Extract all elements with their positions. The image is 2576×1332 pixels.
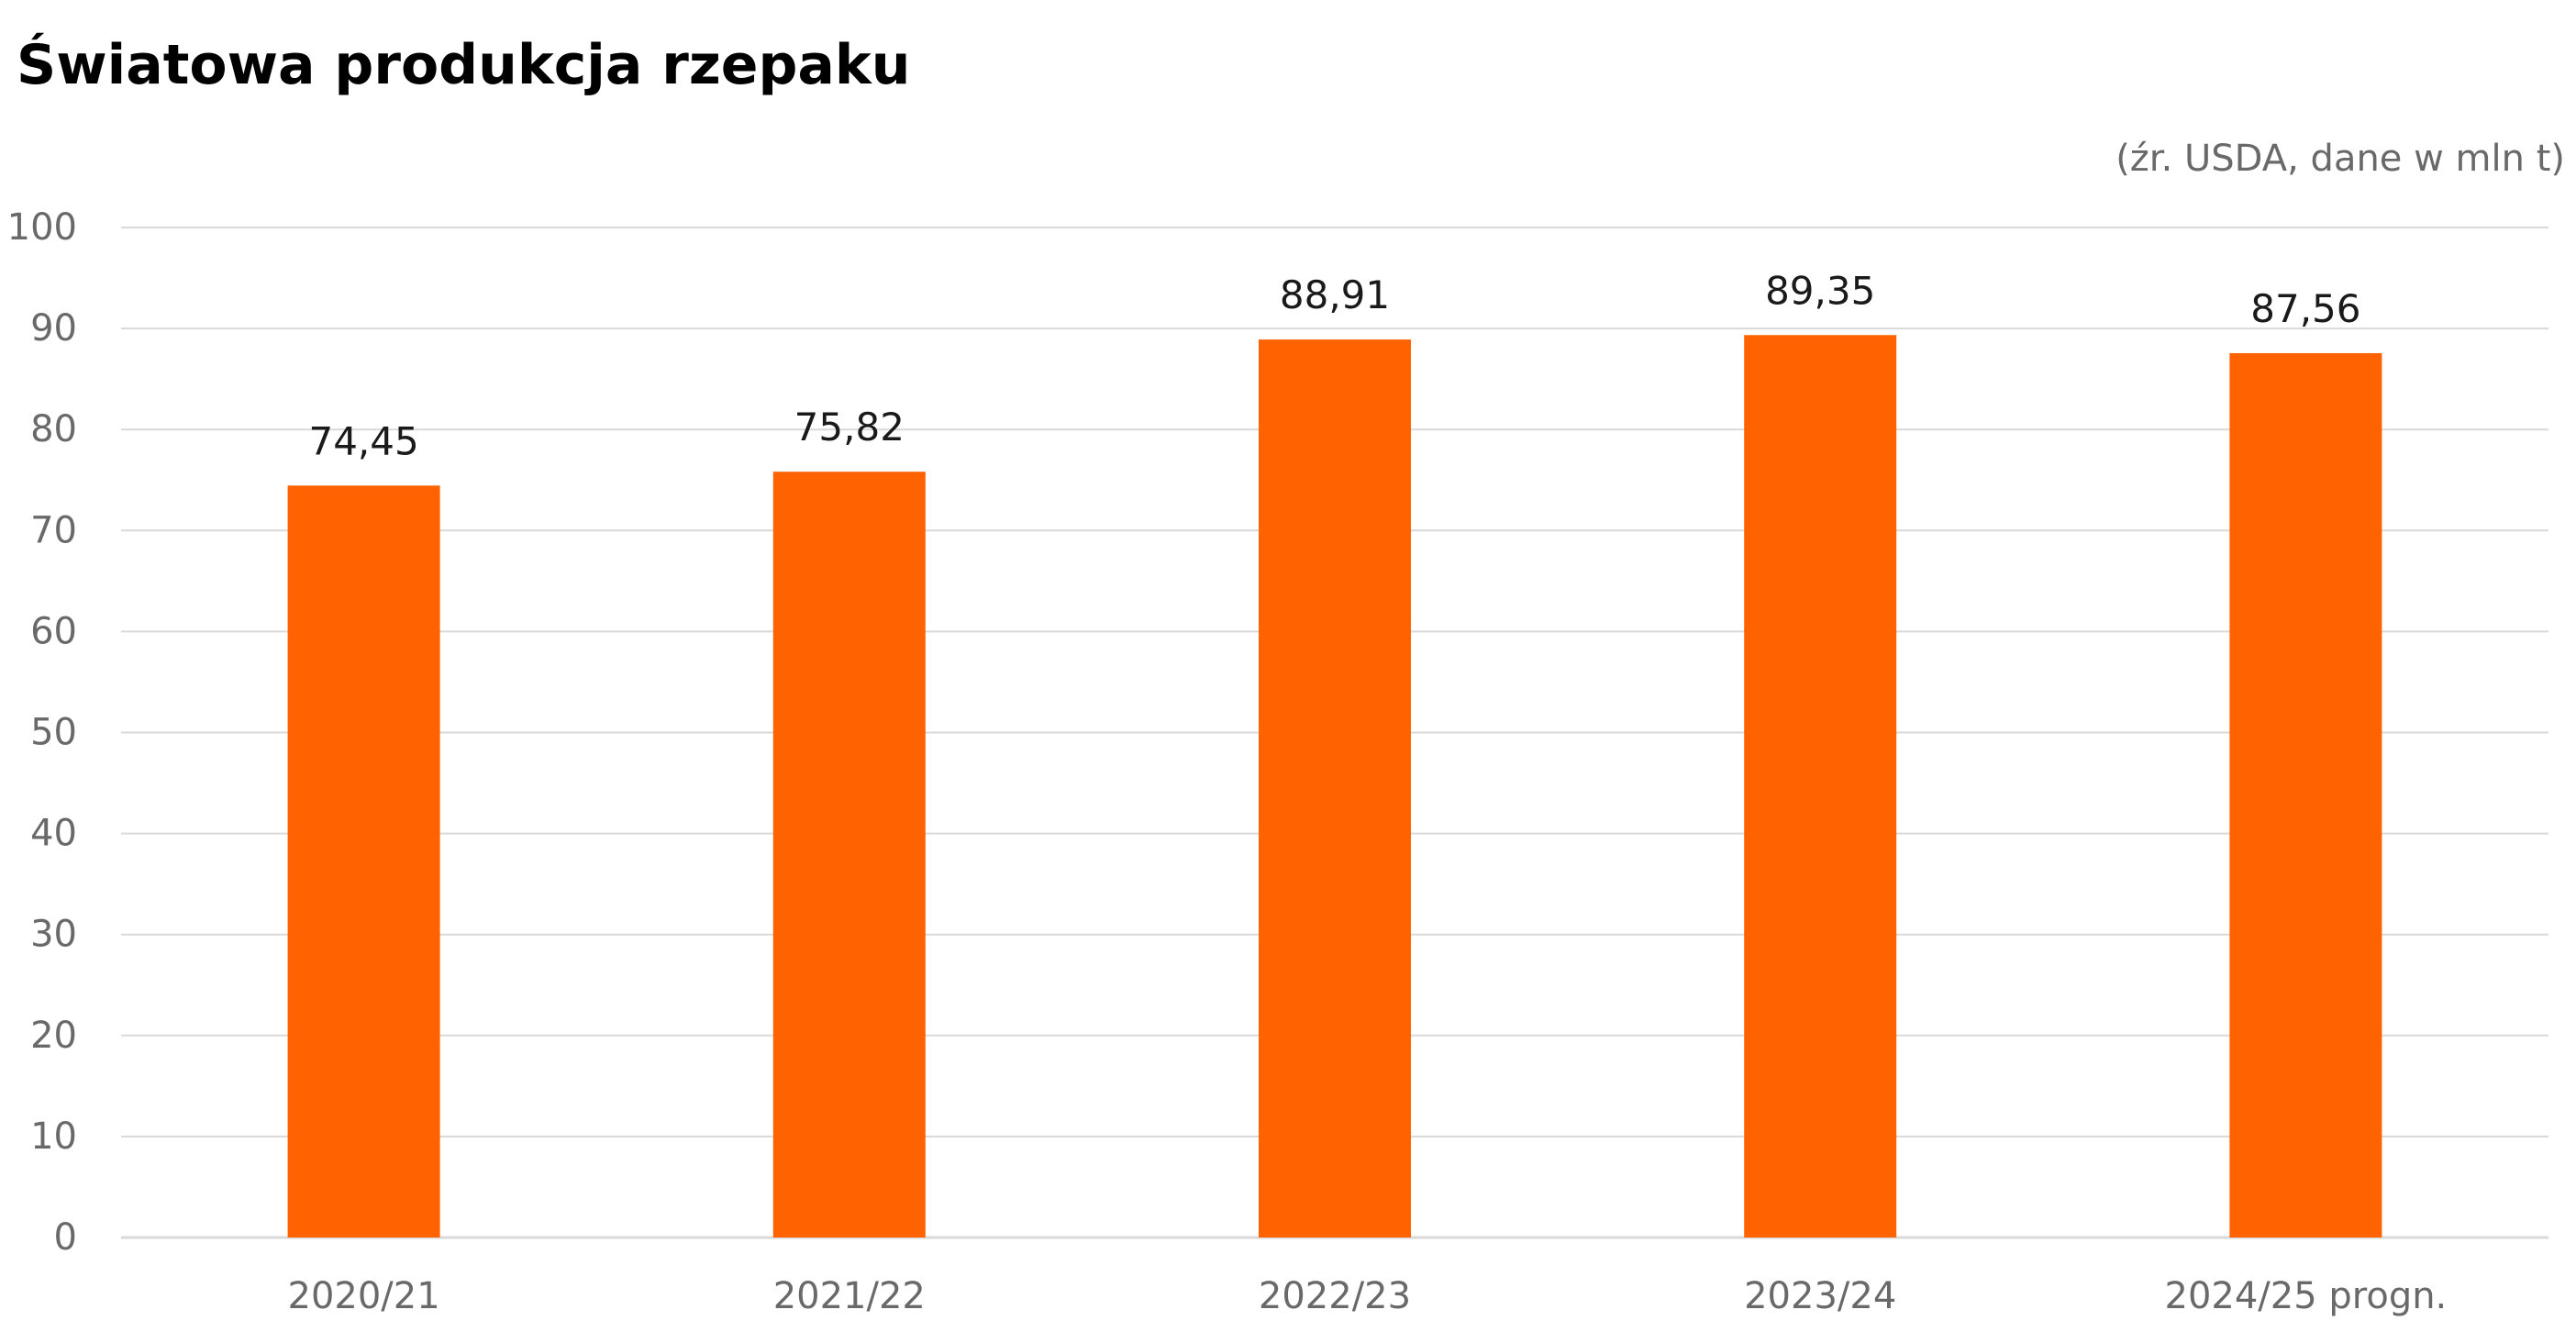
y-tick-label: 30 xyxy=(30,914,77,956)
x-tick-label: 2021/22 xyxy=(773,1275,926,1317)
bar xyxy=(1744,335,1897,1238)
y-axis-ticks: 0 10 20 30 40 50 60 70 80 90 100 xyxy=(7,206,77,1259)
x-tick-label: 2022/23 xyxy=(1259,1275,1411,1317)
data-label: 75,82 xyxy=(794,405,905,450)
y-tick-label: 100 xyxy=(7,206,77,249)
x-tick-label: 2020/21 xyxy=(288,1275,440,1317)
bar xyxy=(287,485,440,1238)
data-label: 88,91 xyxy=(1280,272,1390,317)
x-tick-label: 2023/24 xyxy=(1744,1275,1896,1317)
x-axis-ticks: 2020/21 2021/22 2022/23 2023/24 2024/25 prog… xyxy=(288,1275,2448,1317)
data-label: 74,45 xyxy=(308,418,418,463)
bar xyxy=(1259,339,1411,1238)
data-label: 87,56 xyxy=(2250,286,2360,331)
bars xyxy=(287,335,2382,1238)
y-tick-label: 10 xyxy=(30,1116,77,1158)
y-tick-label: 50 xyxy=(30,712,77,754)
chart-subtitle: (źr. USDA, dane w mln t) xyxy=(2115,138,2565,180)
data-label: 89,35 xyxy=(1765,268,1875,313)
y-tick-label: 0 xyxy=(54,1216,77,1259)
x-tick-label: 2024/25 progn. xyxy=(2165,1275,2448,1317)
y-tick-label: 60 xyxy=(30,610,77,652)
bar xyxy=(772,472,926,1238)
y-tick-label: 20 xyxy=(30,1015,77,1057)
bar xyxy=(2229,352,2382,1238)
y-tick-label: 80 xyxy=(30,408,77,450)
y-tick-label: 90 xyxy=(30,307,77,350)
data-labels: 74,45 75,82 88,91 89,35 87,56 xyxy=(308,268,2360,463)
y-tick-label: 40 xyxy=(30,813,77,855)
y-tick-label: 70 xyxy=(30,509,77,551)
chart-title: Światowa produkcja rzepaku xyxy=(17,33,911,97)
